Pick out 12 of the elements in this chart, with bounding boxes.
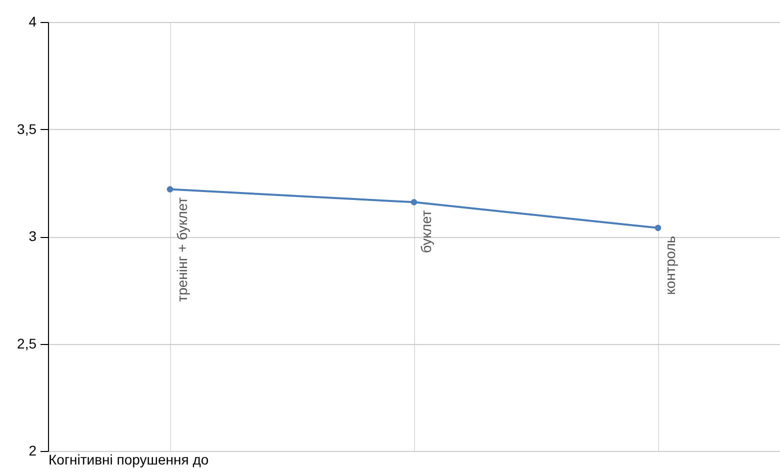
y-tick-label: 2: [28, 442, 37, 458]
point: [166, 186, 174, 192]
point: [654, 224, 662, 232]
x-axis-title: Когнітивні порушення до: [48, 452, 209, 468]
point: [410, 199, 418, 206]
y-tick-label: 3: [28, 228, 37, 244]
y-tick-label: 2,5: [17, 335, 37, 352]
x-tick-label: тренінг + буклет: [174, 196, 190, 302]
y-tick-label: 3,5: [17, 120, 37, 137]
x-tick-label: буклет: [418, 210, 434, 254]
x-tick-label: контроль: [662, 236, 678, 295]
y-tick-label: 4: [28, 14, 37, 30]
